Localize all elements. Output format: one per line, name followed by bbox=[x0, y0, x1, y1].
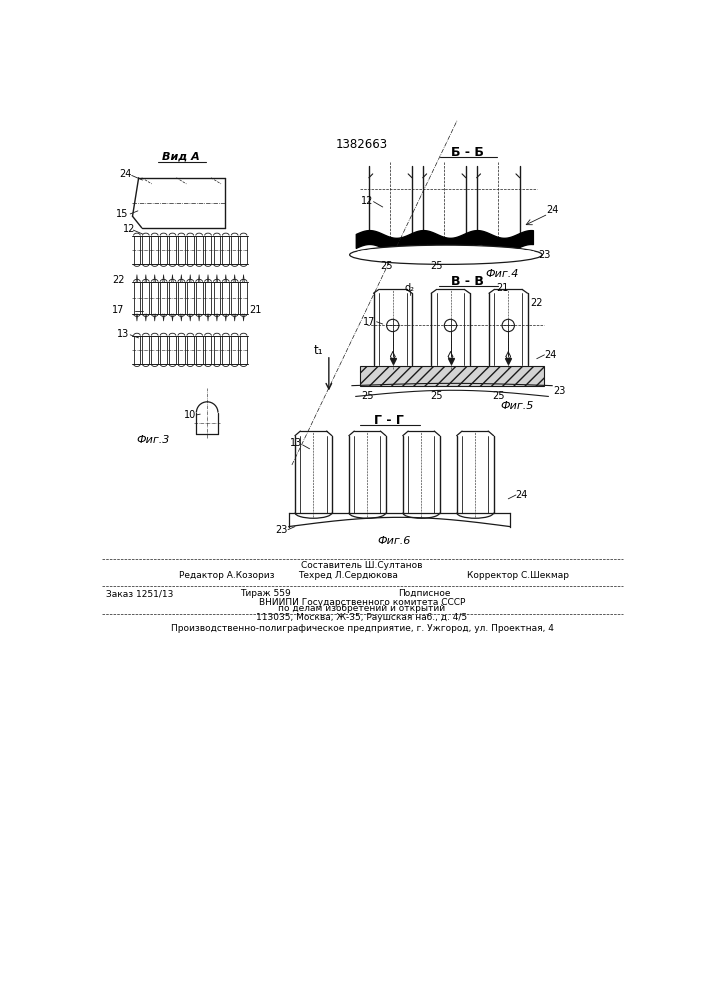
Text: Б - Б: Б - Б bbox=[451, 146, 484, 159]
Text: 12: 12 bbox=[122, 224, 135, 234]
Text: 10: 10 bbox=[184, 410, 197, 420]
Ellipse shape bbox=[357, 248, 534, 257]
Polygon shape bbox=[360, 366, 544, 386]
Text: 25: 25 bbox=[431, 391, 443, 401]
Text: 24: 24 bbox=[515, 490, 527, 500]
Text: t₁: t₁ bbox=[313, 344, 323, 358]
Text: 23: 23 bbox=[275, 525, 287, 535]
Text: Г - Г: Г - Г bbox=[374, 414, 404, 427]
Text: 113035, Москва, Ж-35, Раушская наб., д. 4/5: 113035, Москва, Ж-35, Раушская наб., д. … bbox=[257, 613, 467, 622]
Text: по делам изобретений и открытий: по делам изобретений и открытий bbox=[279, 604, 445, 613]
Text: 22: 22 bbox=[112, 275, 125, 285]
Text: В - В: В - В bbox=[451, 275, 484, 288]
Text: 21: 21 bbox=[496, 283, 508, 293]
Text: 13: 13 bbox=[117, 329, 129, 339]
Text: 25: 25 bbox=[380, 261, 393, 271]
Text: Вид А: Вид А bbox=[162, 152, 200, 162]
Text: 25: 25 bbox=[431, 261, 443, 271]
Text: Фиг.5: Фиг.5 bbox=[501, 401, 534, 411]
Text: d₂: d₂ bbox=[404, 283, 415, 293]
Text: Тираж 559: Тираж 559 bbox=[240, 589, 291, 598]
Text: Подписное: Подписное bbox=[398, 589, 450, 598]
Text: 25: 25 bbox=[492, 391, 505, 401]
Text: 24: 24 bbox=[544, 350, 557, 360]
Text: Производственно-полиграфическое предприятие, г. Ужгород, ул. Проектная, 4: Производственно-полиграфическое предприя… bbox=[170, 624, 554, 633]
Text: 17: 17 bbox=[112, 305, 125, 315]
Text: Редактор А.Козориз: Редактор А.Козориз bbox=[179, 571, 274, 580]
Text: 17: 17 bbox=[363, 317, 375, 327]
Text: 23: 23 bbox=[538, 250, 551, 260]
Text: Техред Л.Сердюкова: Техред Л.Сердюкова bbox=[298, 571, 398, 580]
Text: Фиг.3: Фиг.3 bbox=[136, 435, 170, 445]
Ellipse shape bbox=[350, 245, 542, 264]
Text: Корректор С.Шекмар: Корректор С.Шекмар bbox=[467, 571, 569, 580]
Text: 24: 24 bbox=[546, 205, 559, 215]
Text: Фиг.6: Фиг.6 bbox=[378, 536, 411, 546]
Text: ВНИИПИ Государственного комитета СССР: ВНИИПИ Государственного комитета СССР bbox=[259, 598, 465, 607]
Text: 15: 15 bbox=[116, 209, 129, 219]
Text: 22: 22 bbox=[530, 298, 543, 308]
Text: 21: 21 bbox=[250, 305, 262, 315]
Text: 25: 25 bbox=[361, 391, 373, 401]
Text: Фиг.4: Фиг.4 bbox=[486, 269, 519, 279]
Text: 12: 12 bbox=[361, 196, 373, 206]
Text: 23: 23 bbox=[554, 386, 566, 396]
Text: 1382663: 1382663 bbox=[336, 138, 388, 151]
Text: 13: 13 bbox=[291, 438, 303, 448]
Text: Заказ 1251/13: Заказ 1251/13 bbox=[105, 589, 173, 598]
Text: Составитель Ш.Султанов: Составитель Ш.Султанов bbox=[301, 561, 423, 570]
Text: 24: 24 bbox=[119, 169, 132, 179]
